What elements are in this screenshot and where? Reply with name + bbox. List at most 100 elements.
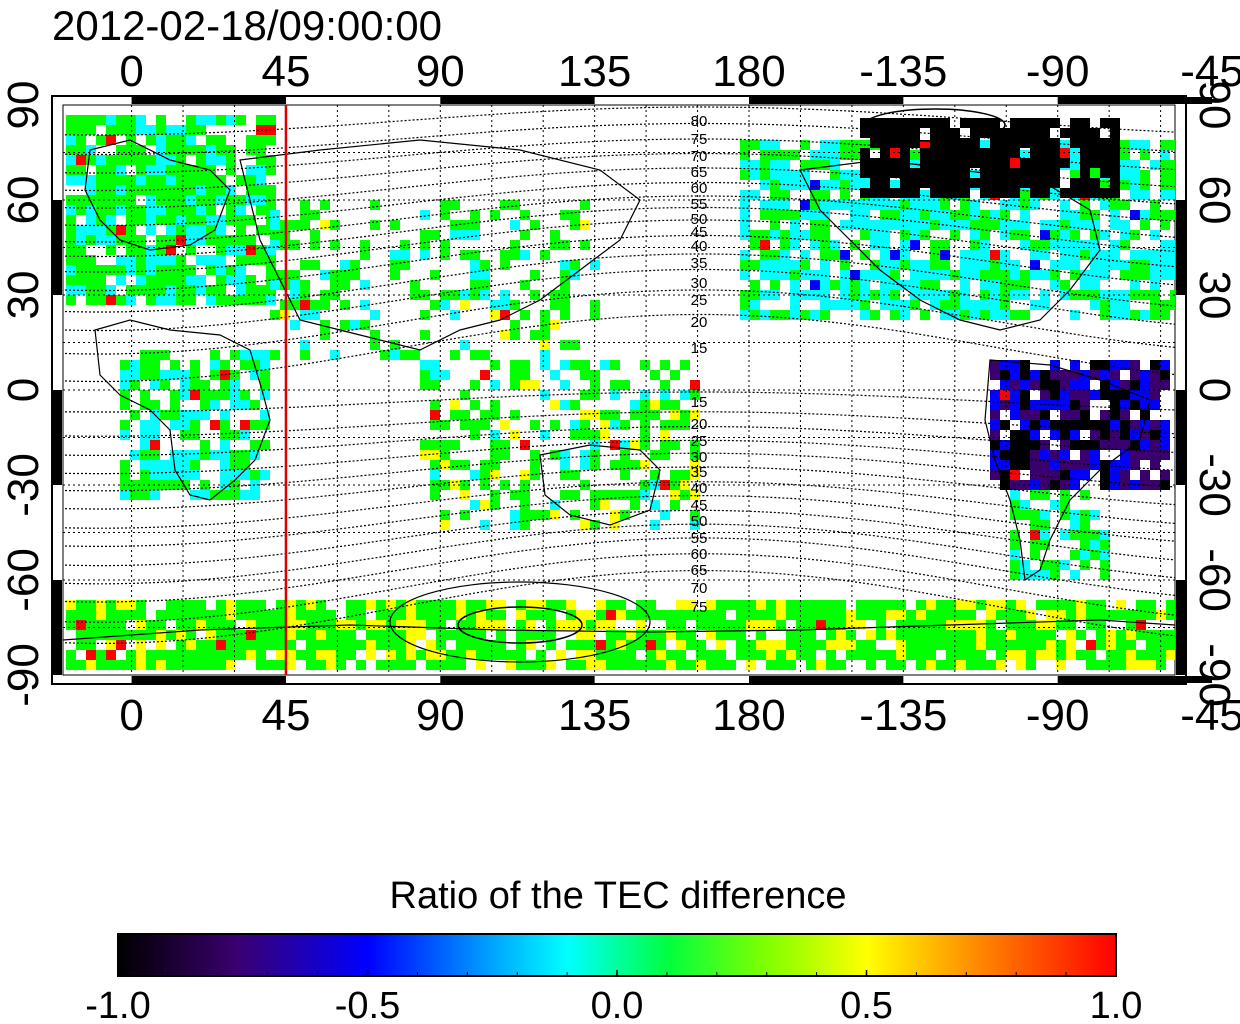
lat-tick-label-right: -60 [1190, 548, 1239, 612]
lon-tick-label-bottom: 180 [712, 691, 785, 740]
colorbar-tick-label: 0.5 [840, 985, 893, 1024]
timestamp-title: 2012-02-18/09:00:00 [52, 2, 442, 49]
colorbar-tick-label: -0.5 [335, 985, 400, 1024]
lat-tick-label-right: 60 [1190, 176, 1239, 225]
longitude-ticks-top: 0 45 90 135 180 -135 -90 -45 [119, 47, 1240, 96]
contour-label: 40 [691, 238, 708, 255]
contour-line-north [63, 181, 1175, 227]
lon-tick-label-top: 180 [712, 47, 785, 96]
contour-label: 35 [691, 464, 708, 481]
lon-tick-label-top: -135 [859, 47, 947, 96]
contour-label: 35 [691, 255, 708, 272]
contour-label: 55 [691, 196, 708, 213]
contour-label: 75 [691, 131, 708, 148]
lat-tick-label-left: -90 [0, 643, 48, 707]
map-plot: 8075706560555045403530252015152025303540… [51, 95, 1213, 685]
lon-tick-label-top: 90 [416, 47, 465, 96]
contour-line-north [63, 234, 1175, 292]
lon-tick-label-bottom: 135 [558, 691, 631, 740]
contour-line-south [63, 481, 1175, 529]
contour-pole-north [864, 108, 1006, 142]
contour-label: 40 [691, 480, 708, 497]
lon-tick-label-top: 45 [261, 47, 310, 96]
contour-line-north [63, 206, 1175, 258]
lon-tick-label-bottom: 0 [119, 691, 143, 740]
coastline [94, 319, 271, 501]
contour-label: 65 [691, 562, 708, 579]
contour-label: 30 [691, 275, 708, 292]
lat-tick-label-right: -90 [1190, 643, 1239, 707]
coastline [539, 444, 661, 526]
top-frame-bar [440, 97, 595, 104]
right-frame-bar [1176, 580, 1185, 675]
top-frame-bar [749, 97, 904, 104]
contour-line-south [63, 466, 1175, 510]
contour-line-south [63, 426, 1175, 456]
colorbar-title: Ratio of the TEC difference [390, 875, 847, 917]
contour-line-south [63, 570, 1175, 644]
bottom-frame-bar [1057, 676, 1213, 683]
contour-line-north [63, 219, 1175, 273]
left-frame-bar [53, 390, 62, 485]
colorbar-tick-label: 0.0 [591, 985, 644, 1024]
lat-tick-label-left: -30 [0, 453, 48, 517]
contour-line-north [63, 253, 1175, 313]
frame-tick-bars [53, 97, 1213, 683]
coastline [239, 139, 641, 351]
lon-tick-label-bottom: -135 [859, 691, 947, 740]
lon-tick-label-top: 0 [119, 47, 143, 96]
contour-line-north [63, 106, 1175, 136]
top-frame-bar [1057, 97, 1213, 104]
contour-line-north [63, 122, 1175, 156]
colorbar-tick-label: 1.0 [1090, 985, 1143, 1024]
contour-label: 70 [691, 580, 708, 597]
contour-line-south [63, 553, 1175, 623]
lon-tick-label-bottom: -90 [1026, 691, 1090, 740]
lat-tick-label-left: 90 [0, 81, 48, 130]
contour-line-south [63, 495, 1175, 547]
colorbar [117, 933, 1117, 977]
contour-lines [63, 106, 1175, 663]
left-frame-bar [53, 580, 62, 675]
contour-label: 50 [691, 513, 708, 530]
contour-label-group: 8075706560555045403530252015152025303540… [691, 113, 708, 616]
contour-line-south [63, 452, 1175, 492]
contour-line-south [63, 391, 1175, 413]
contour-label: 30 [691, 449, 708, 466]
contour-line-south [63, 411, 1175, 437]
contour-label: 15 [691, 394, 708, 411]
lat-tick-label-left: 60 [0, 176, 48, 225]
contour-label: 55 [691, 530, 708, 547]
bottom-frame-bar [131, 676, 286, 683]
lat-tick-label-right: 30 [1190, 271, 1239, 320]
lat-tick-label-right: 90 [1190, 81, 1239, 130]
top-frame-bar [131, 97, 286, 104]
latitude-ticks-left: 90 60 30 0 -30 -60 -90 [0, 81, 48, 707]
lat-tick-label-left: -60 [0, 548, 48, 612]
contour-pole-south [457, 606, 583, 644]
contour-label: 45 [691, 497, 708, 514]
contour-line-south [63, 523, 1175, 585]
contour-label: 60 [691, 546, 708, 563]
contour-label: 80 [691, 113, 708, 130]
contour-label: 50 [691, 211, 708, 228]
contour-line-north [63, 152, 1175, 192]
lat-tick-label-left: 30 [0, 271, 48, 320]
latitude-ticks-right: 90 60 30 0 -30 -60 -90 [1190, 81, 1239, 707]
lon-tick-label-bottom: 45 [261, 691, 310, 740]
coastlines [63, 139, 1175, 641]
coastline [799, 159, 1101, 331]
lon-tick-label-top: 135 [558, 47, 631, 96]
colorbar-tick-label: -1.0 [85, 985, 150, 1024]
coastline [84, 139, 231, 251]
contour-label: 60 [691, 180, 708, 197]
colorbar-ticks: -1.0 -0.5 0.0 0.5 1.0 [85, 970, 1142, 1024]
lat-tick-label-right: 0 [1190, 378, 1239, 402]
bottom-frame-bar [749, 676, 904, 683]
right-frame-bar [1176, 200, 1185, 295]
contour-line-north [63, 268, 1175, 332]
lon-tick-label-bottom: -45 [1180, 691, 1240, 740]
lat-tick-label-right: -30 [1190, 453, 1239, 517]
left-frame-bar [53, 200, 62, 295]
